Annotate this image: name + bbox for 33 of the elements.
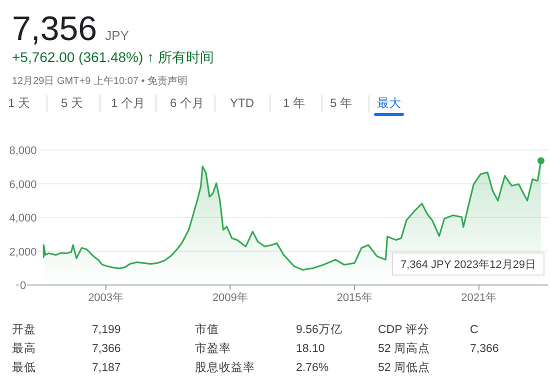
y-tick-label: 0 bbox=[20, 280, 26, 292]
x-tick-label: 2009年 bbox=[212, 292, 248, 304]
x-tick-label: 2015年 bbox=[336, 292, 372, 304]
annotation: 7,364 JPY 2023年12月29日 bbox=[400, 259, 536, 271]
y-tick-label: 2,000 bbox=[9, 246, 37, 258]
text: JPY bbox=[105, 28, 130, 43]
x-tick-label: 2003年 bbox=[88, 292, 124, 304]
tabs: 1 天 5 天 1 个月 6 个月 YTD 1 年 5 年 最大 bbox=[8, 94, 404, 116]
text: 最低 bbox=[12, 361, 36, 374]
text: 7,199 bbox=[92, 324, 121, 336]
text: 开盘 bbox=[12, 323, 36, 336]
text: 2.76% bbox=[296, 362, 329, 374]
text: 18.10 bbox=[296, 343, 325, 355]
text: 9.56万亿 bbox=[296, 323, 342, 336]
text: 7,187 bbox=[92, 362, 121, 374]
text: 12月29日 GMT+9 上午10:07 • 免责声明 bbox=[12, 75, 188, 87]
text: 7,366 bbox=[470, 343, 499, 355]
text: 市盈率 bbox=[195, 341, 231, 355]
text: 52 周高点 bbox=[378, 341, 430, 355]
chart-title: 7,356 bbox=[12, 10, 98, 48]
text: 股息收益率 bbox=[195, 360, 255, 374]
text: 52 周低点 bbox=[378, 361, 430, 374]
y-tick-label: 8,000 bbox=[9, 145, 37, 157]
tooltip: 7,364 JPY 2023年12月29日 bbox=[392, 252, 544, 276]
text: 市值 bbox=[195, 322, 219, 336]
text: C bbox=[470, 324, 478, 336]
y-tick-label: 4,000 bbox=[9, 212, 37, 224]
text: 最高 bbox=[12, 341, 36, 355]
chart-subtitle: +5,762.00 (361.48%) ↑ 所有时间 bbox=[12, 49, 214, 65]
x-tick-label: 2021年 bbox=[461, 292, 497, 304]
text: 7,366 bbox=[92, 343, 121, 355]
text: CDP 评分 bbox=[378, 323, 430, 336]
y-tick-label: 6,000 bbox=[9, 178, 37, 191]
